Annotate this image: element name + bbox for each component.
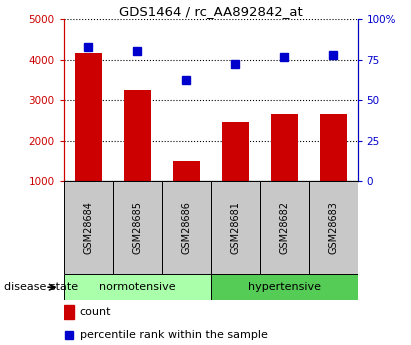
Bar	[270, 114, 298, 181]
FancyBboxPatch shape	[309, 181, 358, 274]
Text: hypertensive: hypertensive	[247, 282, 321, 292]
FancyBboxPatch shape	[162, 181, 211, 274]
Bar	[320, 114, 346, 181]
Title: GDS1464 / rc_AA892842_at: GDS1464 / rc_AA892842_at	[119, 5, 302, 18]
Text: GSM28685: GSM28685	[132, 201, 142, 254]
FancyBboxPatch shape	[260, 181, 309, 274]
Text: count: count	[80, 307, 111, 317]
Bar	[64, 305, 74, 319]
FancyBboxPatch shape	[64, 181, 113, 274]
FancyBboxPatch shape	[113, 181, 162, 274]
Text: GSM28682: GSM28682	[279, 201, 289, 254]
Bar	[75, 53, 102, 181]
FancyBboxPatch shape	[211, 274, 358, 300]
FancyBboxPatch shape	[211, 181, 260, 274]
Text: normotensive: normotensive	[99, 282, 175, 292]
Bar	[222, 122, 249, 181]
Text: disease state: disease state	[4, 282, 78, 292]
Bar	[124, 90, 151, 181]
Text: GSM28681: GSM28681	[230, 201, 240, 254]
Text: GSM28686: GSM28686	[181, 201, 191, 254]
FancyBboxPatch shape	[64, 274, 211, 300]
Text: percentile rank within the sample: percentile rank within the sample	[80, 330, 268, 340]
Text: GSM28683: GSM28683	[328, 201, 338, 254]
Bar	[173, 161, 200, 181]
Text: GSM28684: GSM28684	[83, 201, 93, 254]
